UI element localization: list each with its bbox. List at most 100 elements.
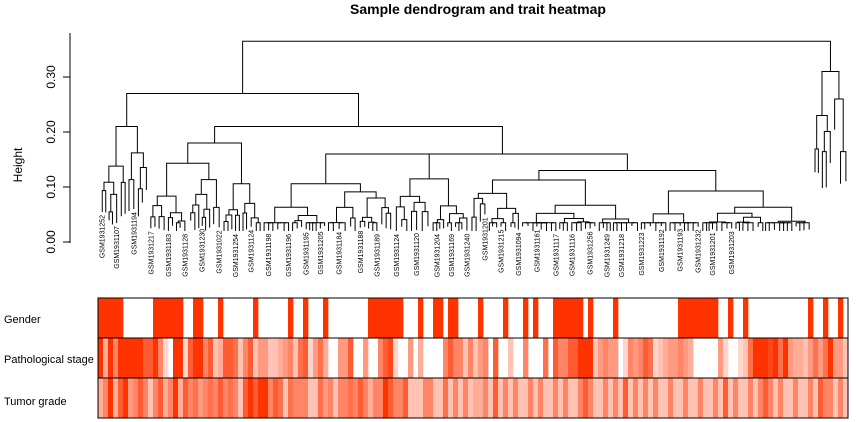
dendrogram-link — [395, 206, 405, 231]
dendrogram-link — [800, 222, 810, 230]
heatmap-cell — [173, 338, 179, 378]
heatmap-cell — [458, 378, 464, 418]
heatmap-cell — [698, 298, 704, 338]
heatmap-cell — [553, 378, 559, 418]
heatmap-cell — [203, 378, 209, 418]
heatmap-cell — [728, 378, 734, 418]
heatmap-cell — [838, 378, 844, 418]
heatmap-cell — [823, 338, 829, 378]
dendrogram-link — [488, 222, 495, 231]
heatmap-cell — [168, 378, 174, 418]
heatmap-cell — [208, 338, 214, 378]
heatmap-cell — [683, 378, 689, 418]
heatmap-cell — [118, 298, 124, 338]
heatmap-cell — [393, 338, 399, 378]
heatmap-cell — [463, 378, 469, 418]
heatmap-row-labels: Gender Pathological stage Tumor grade — [4, 314, 94, 408]
dendrogram-link — [381, 207, 389, 225]
heatmap-cell — [603, 378, 609, 418]
dendrogram-link — [459, 217, 468, 231]
dendrogram-link — [101, 190, 107, 213]
heatmap-cell — [443, 338, 449, 378]
heatmap-cell — [378, 378, 384, 418]
heatmap-cell — [493, 378, 499, 418]
dendrogram-link — [708, 222, 714, 231]
heatmap-cell — [453, 378, 459, 418]
heatmap-cell — [623, 338, 629, 378]
leaf-label: GSM1931188 — [358, 231, 365, 274]
heatmap-cell — [843, 338, 849, 378]
y-ticks: 0.00 0.10 0.20 0.30 — [44, 65, 70, 254]
heatmap-cell — [263, 338, 269, 378]
heatmap-cell — [633, 378, 639, 418]
dendrogram-link — [554, 204, 617, 220]
heatmap-cell — [568, 378, 574, 418]
heatmap-cell — [318, 378, 324, 418]
y-tick-label: 0.30 — [44, 65, 58, 89]
heatmap-cell — [588, 338, 594, 378]
heatmap-cell — [718, 338, 724, 378]
heatmap-cell — [683, 338, 689, 378]
heatmap-cell — [498, 378, 504, 418]
dendrogram-link — [137, 188, 143, 217]
heatmap-cell — [103, 298, 109, 338]
dendrogram-link — [821, 71, 840, 116]
heatmap-cell — [218, 378, 224, 418]
heatmap-cell — [718, 378, 724, 418]
heatmap-cell — [278, 338, 284, 378]
dendrogram-link — [439, 205, 457, 220]
row-label-tumor-grade: Tumor grade — [4, 396, 67, 408]
heatmap-cell — [178, 298, 184, 338]
heatmap-cell — [178, 338, 184, 378]
heatmap-cell — [403, 378, 409, 418]
dendrogram-link — [432, 222, 438, 231]
heatmap-cell — [193, 298, 199, 338]
heatmap-cell — [713, 298, 719, 338]
dendrogram-link — [344, 191, 377, 208]
heatmap-cell — [678, 338, 684, 378]
heatmap-cell — [163, 338, 169, 378]
dendrogram-link — [561, 222, 568, 231]
heatmap-cell — [488, 378, 494, 418]
leaf-label: GSM1931217 — [148, 231, 155, 274]
heatmap-cell — [598, 378, 604, 418]
heatmap-cell — [253, 338, 259, 378]
dendrogram-link — [327, 222, 334, 231]
heatmap-cell — [743, 338, 749, 378]
heatmap-cell — [803, 338, 809, 378]
dendrogram-link — [522, 222, 529, 227]
dendrogram-link — [669, 222, 676, 231]
leaf-label: GSM1931195 — [304, 232, 311, 275]
heatmap-cell — [378, 298, 384, 338]
leaf-label: GSM1931120 — [414, 233, 421, 276]
dendrogram-link — [510, 222, 516, 228]
dendrogram-link — [786, 222, 793, 231]
dendrogram-link — [359, 220, 366, 228]
heatmap-cell — [798, 338, 804, 378]
dendrogram-link — [120, 181, 126, 217]
heatmap-cell — [783, 378, 789, 418]
heatmap-cell — [473, 378, 479, 418]
dendrogram-link — [377, 153, 628, 171]
dendrogram-link — [598, 222, 607, 231]
heatmap-cell — [483, 338, 489, 378]
dendrogram-link — [200, 179, 217, 208]
heatmap-cell — [183, 378, 189, 418]
dendrogram-link — [745, 222, 754, 231]
heatmap-cell — [393, 298, 399, 338]
dendrogram-link — [726, 222, 733, 229]
dendrogram-link — [491, 179, 586, 206]
dendrogram-link — [250, 217, 259, 227]
heatmap-cell — [583, 338, 589, 378]
heatmap-cell — [283, 378, 289, 418]
dendrogram-link — [110, 193, 118, 224]
dendrogram-link — [294, 220, 303, 227]
heatmap-cell — [193, 338, 199, 378]
dendrogram-link — [702, 222, 708, 231]
heatmap-cell — [813, 378, 819, 418]
heatmap-cell — [523, 338, 529, 378]
heatmap-cell — [178, 378, 184, 418]
heatmap-cell — [523, 298, 529, 338]
heatmap-cell — [273, 338, 279, 378]
heatmap-cell — [238, 378, 244, 418]
